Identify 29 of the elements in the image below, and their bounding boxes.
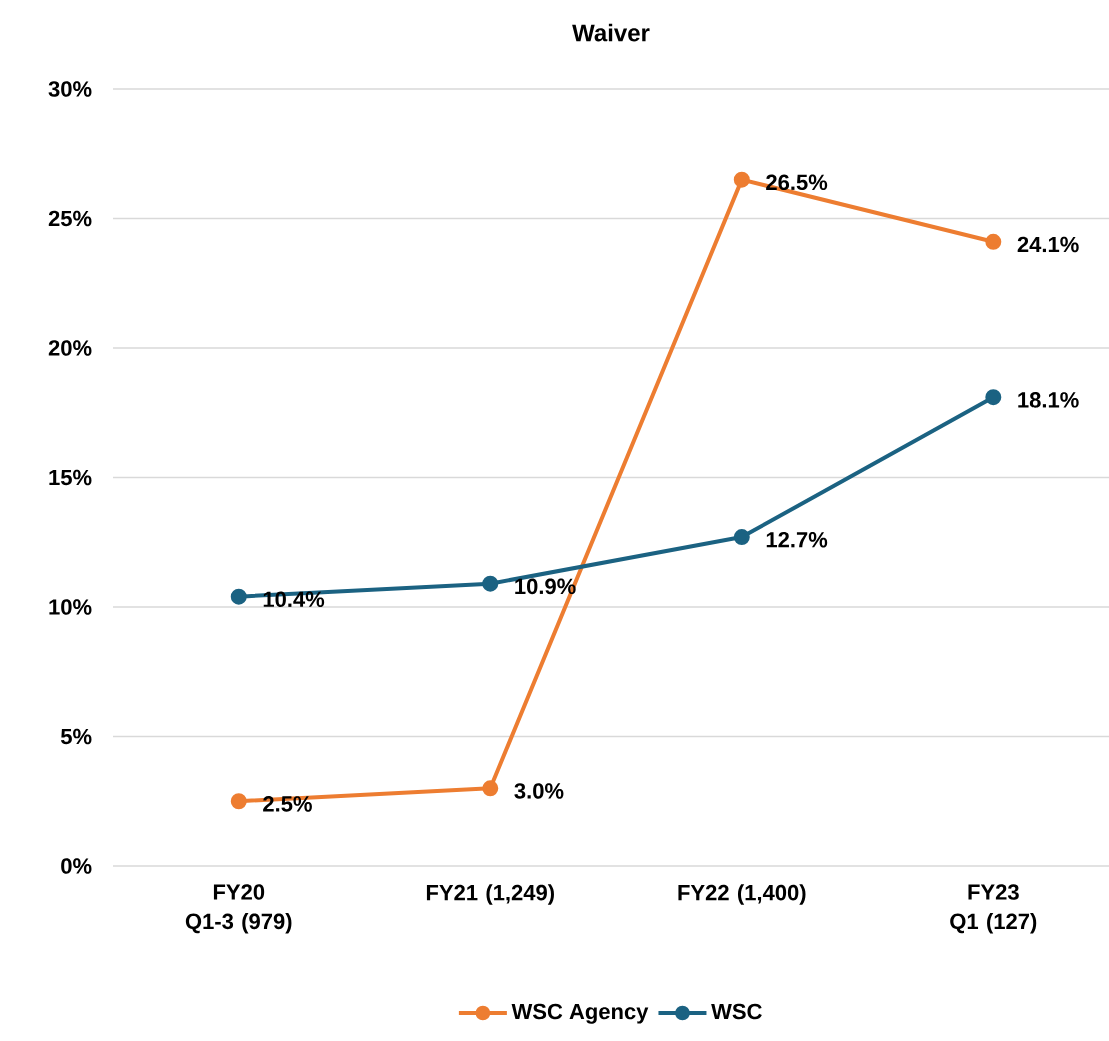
y-tick-label: 25% [48,210,92,227]
point [733,529,750,546]
x-tick-label: FY23 Q1 (127) [950,884,1037,934]
data-label: 18.1% [1018,392,1079,408]
x-tick-label: FY21 (1,249) [426,884,554,905]
x-tick-label: FY22 (1,400) [678,884,806,905]
y-tick-label: 15% [49,469,92,486]
point [985,233,1002,250]
data-label: 3.0% [514,783,564,799]
data-label: 26.5% [766,174,828,191]
data-label: 2.5% [263,796,312,812]
y-tick-label: 10% [49,599,92,615]
point [482,575,499,592]
point [985,389,1002,406]
legend-label: WSC Agency [511,1003,649,1024]
data-label: 10.4% [263,591,325,608]
y-tick-label: 20% [48,340,92,356]
chart-title: Waiver [572,23,650,42]
y-tick-label: 0% [61,858,92,874]
y-tick-label: 30% [48,81,92,97]
data-label: 24.1% [1017,236,1079,253]
point [230,793,247,810]
point [230,588,247,605]
legend-label: WSC [711,1003,762,1020]
point [482,780,499,797]
data-label: 12.7% [766,531,828,548]
x-tick-label: FY20 Q1-3 (979) [185,884,292,934]
point [733,171,750,188]
y-tick-label: 5% [60,728,92,745]
